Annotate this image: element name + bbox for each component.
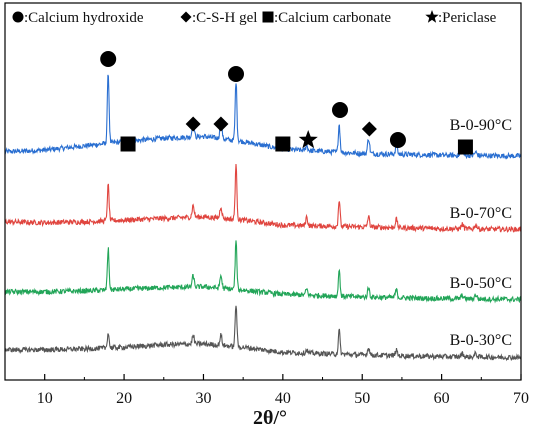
x-axis-label: 2θ/° — [253, 407, 287, 429]
series-line-1 — [4, 240, 522, 304]
series-label-0: B-0-30°C — [450, 332, 512, 349]
x-tick-label: 70 — [513, 390, 529, 407]
square-marker — [120, 136, 136, 152]
legend-item: :Periclase — [425, 10, 497, 26]
x-tick-label: 50 — [354, 390, 370, 407]
star-marker — [425, 10, 439, 23]
legend-item: :Calcium hydroxide — [12, 10, 144, 26]
legend-item: :C-S-H gel — [180, 10, 257, 26]
series-layer — [4, 74, 522, 362]
legend: :Calcium hydroxide :C-S-H gel :Calcium car… — [12, 10, 497, 26]
series-label-layer: B-0-90°C B-0-70°C B-0-50°C B-0-30°C — [450, 117, 512, 349]
legend-label: :Periclase — [438, 10, 497, 26]
series-label-1: B-0-50°C — [450, 275, 512, 292]
square-marker — [262, 11, 274, 23]
legend-label: :C-S-H gel — [192, 10, 257, 26]
plot-frame — [4, 2, 522, 381]
square-marker — [275, 136, 291, 152]
marker-layer — [100, 51, 473, 155]
x-tick-label: 10 — [37, 390, 53, 407]
series-line-0 — [4, 305, 522, 362]
circle-marker — [12, 11, 24, 23]
x-axis-ticks: 10 20 30 40 50 60 70 — [4, 374, 529, 407]
series-label-2: B-0-70°C — [450, 205, 512, 222]
diamond-marker — [185, 116, 201, 132]
circle-marker — [332, 102, 349, 118]
diamond-marker — [180, 11, 192, 23]
diamond-marker — [213, 116, 229, 132]
legend-label: :Calcium hydroxide — [24, 10, 144, 26]
circle-marker — [100, 51, 117, 67]
x-tick-label: 40 — [275, 390, 291, 407]
series-label-3: B-0-90°C — [450, 117, 512, 134]
x-tick-label: 20 — [116, 390, 132, 407]
square-marker — [457, 139, 473, 155]
series-line-2 — [4, 163, 522, 233]
x-tick-label: 30 — [195, 390, 211, 407]
x-tick-label: 60 — [434, 390, 450, 407]
legend-label: :Calcium carbonate — [274, 10, 391, 26]
series-line-3 — [4, 74, 522, 161]
star-marker — [298, 130, 318, 149]
diamond-marker — [361, 121, 377, 137]
circle-marker — [389, 132, 406, 148]
circle-marker — [228, 66, 245, 82]
legend-item: :Calcium carbonate — [262, 10, 391, 26]
